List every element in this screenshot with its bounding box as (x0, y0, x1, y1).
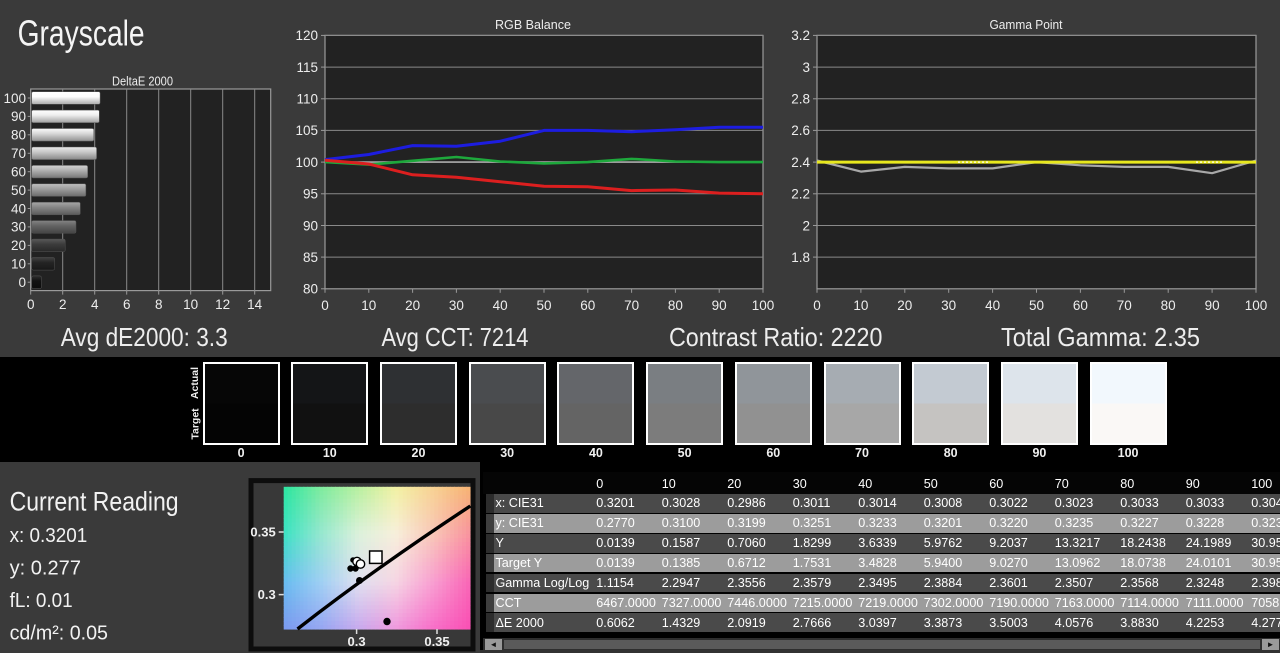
svg-text:50: 50 (11, 183, 26, 198)
svg-text:100: 100 (295, 155, 318, 170)
svg-text:60: 60 (580, 298, 595, 313)
svg-text:10: 10 (361, 298, 376, 313)
svg-text:110: 110 (296, 92, 318, 107)
svg-text:1.8: 1.8 (791, 250, 810, 265)
svg-text:0.3: 0.3 (348, 634, 366, 649)
svg-text:50: 50 (1029, 298, 1044, 313)
svg-text:100: 100 (3, 91, 26, 106)
svg-text:50: 50 (536, 298, 551, 313)
svg-text:0: 0 (27, 297, 35, 312)
svg-text:y: 0.277: y: 0.277 (10, 557, 81, 580)
svg-text:90: 90 (303, 218, 318, 233)
svg-text:0.35: 0.35 (424, 634, 449, 649)
svg-text:Avg dE2000: 3.3: Avg dE2000: 3.3 (61, 322, 228, 352)
svg-text:4: 4 (91, 297, 99, 312)
svg-text:2.2: 2.2 (791, 187, 810, 202)
svg-text:20: 20 (897, 298, 912, 313)
svg-text:40: 40 (493, 298, 508, 313)
svg-text:DeltaE 2000: DeltaE 2000 (112, 74, 173, 89)
svg-text:30: 30 (941, 298, 956, 313)
svg-text:2: 2 (59, 297, 67, 312)
svg-text:120: 120 (295, 28, 318, 43)
svg-text:0: 0 (813, 298, 821, 313)
svg-text:70: 70 (1117, 298, 1132, 313)
svg-text:14: 14 (247, 297, 263, 312)
svg-text:80: 80 (303, 282, 318, 297)
svg-text:30: 30 (11, 220, 26, 235)
svg-text:60: 60 (1073, 298, 1088, 313)
svg-text:Total Gamma: 2.35: Total Gamma: 2.35 (1001, 322, 1200, 352)
svg-text:70: 70 (11, 146, 26, 161)
svg-text:0: 0 (18, 275, 26, 290)
svg-text:2.6: 2.6 (791, 123, 810, 138)
svg-text:Contrast Ratio: 2220: Contrast Ratio: 2220 (669, 322, 883, 352)
svg-text:60: 60 (11, 165, 26, 180)
svg-text:2: 2 (802, 218, 810, 233)
svg-text:30: 30 (449, 298, 464, 313)
svg-text:10: 10 (853, 298, 868, 313)
svg-text:95: 95 (303, 187, 318, 202)
svg-text:80: 80 (11, 128, 26, 143)
svg-text:Gamma Point: Gamma Point (990, 17, 1063, 32)
svg-text:80: 80 (668, 298, 683, 313)
svg-text:fL: 0.01: fL: 0.01 (10, 589, 73, 612)
svg-text:3: 3 (802, 60, 810, 75)
svg-text:115: 115 (296, 60, 318, 75)
svg-text:0.35: 0.35 (250, 525, 275, 540)
svg-text:90: 90 (11, 109, 26, 124)
svg-text:Grayscale: Grayscale (18, 13, 145, 54)
svg-text:10: 10 (183, 297, 198, 312)
svg-text:0: 0 (321, 298, 329, 313)
svg-text:20: 20 (405, 298, 420, 313)
svg-text:80: 80 (1161, 298, 1176, 313)
svg-text:90: 90 (712, 298, 727, 313)
svg-text:90: 90 (1205, 298, 1220, 313)
svg-text:12: 12 (215, 297, 230, 312)
svg-text:85: 85 (303, 250, 318, 265)
svg-text:70: 70 (624, 298, 639, 313)
svg-text:100: 100 (1245, 298, 1268, 313)
svg-text:105: 105 (295, 123, 318, 138)
svg-text:Avg CCT: 7214: Avg CCT: 7214 (382, 322, 529, 352)
svg-text:40: 40 (11, 201, 26, 216)
svg-text:40: 40 (985, 298, 1000, 313)
svg-text:3.2: 3.2 (791, 28, 810, 43)
svg-text:RGB Balance: RGB Balance (495, 17, 571, 32)
svg-text:0.3: 0.3 (258, 587, 276, 602)
svg-text:x: 0.3201: x: 0.3201 (10, 524, 88, 547)
svg-text:100: 100 (752, 298, 775, 313)
svg-text:2.8: 2.8 (791, 92, 810, 107)
svg-text:20: 20 (11, 238, 26, 253)
svg-text:8: 8 (155, 297, 163, 312)
svg-text:2.4: 2.4 (791, 155, 810, 170)
svg-text:Current Reading: Current Reading (10, 486, 179, 516)
svg-text:6: 6 (123, 297, 131, 312)
svg-text:cd/m²: 0.05: cd/m²: 0.05 (10, 622, 108, 645)
svg-text:10: 10 (11, 257, 26, 272)
